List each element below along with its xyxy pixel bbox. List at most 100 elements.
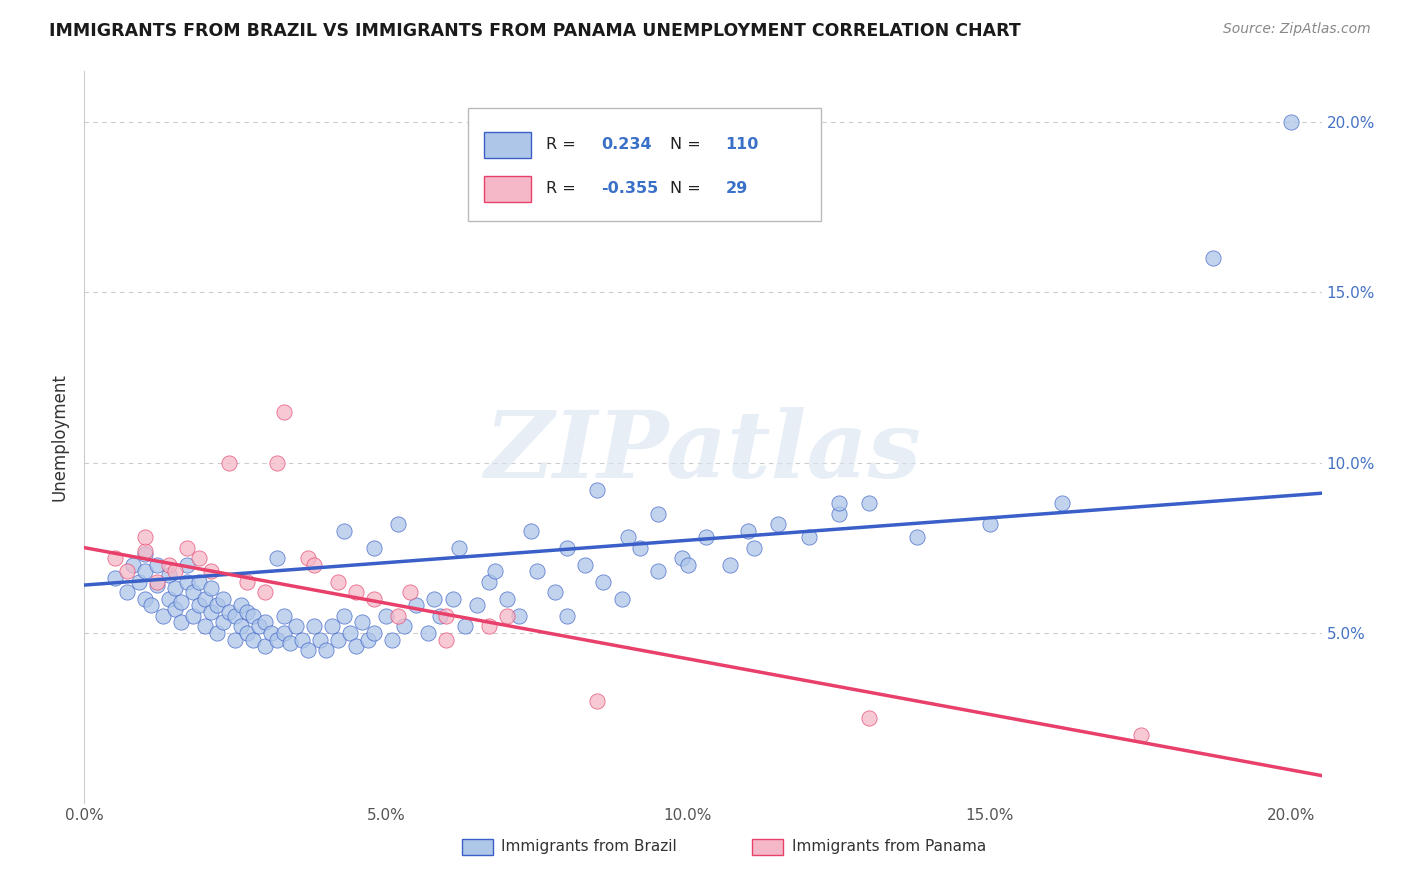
Point	[363, 591, 385, 606]
Text: N =: N =	[669, 137, 706, 152]
Point	[188, 599, 211, 613]
Point	[387, 516, 409, 531]
Point	[737, 524, 759, 538]
Point	[291, 632, 314, 647]
Point	[628, 541, 651, 555]
Point	[555, 541, 578, 555]
Point	[1129, 728, 1152, 742]
Point	[284, 619, 307, 633]
Point	[297, 550, 319, 565]
Point	[146, 578, 169, 592]
Point	[555, 608, 578, 623]
Text: ZIPatlas: ZIPatlas	[485, 407, 921, 497]
Point	[394, 619, 416, 633]
Point	[647, 565, 669, 579]
Point	[266, 456, 288, 470]
Point	[586, 483, 609, 497]
Point	[333, 524, 356, 538]
Point	[134, 548, 156, 562]
Point	[423, 591, 446, 606]
Point	[134, 591, 156, 606]
Point	[381, 632, 404, 647]
Point	[344, 585, 367, 599]
Point	[647, 507, 669, 521]
Point	[676, 558, 699, 572]
Text: -0.355: -0.355	[602, 181, 659, 196]
Point	[526, 565, 548, 579]
Point	[121, 558, 143, 572]
Point	[212, 615, 235, 630]
Point	[828, 507, 851, 521]
Point	[350, 615, 373, 630]
Point	[326, 632, 349, 647]
Point	[200, 582, 222, 596]
Point	[363, 541, 385, 555]
Point	[326, 574, 349, 589]
Text: Immigrants from Brazil: Immigrants from Brazil	[502, 839, 678, 855]
Point	[302, 558, 325, 572]
Point	[508, 608, 530, 623]
Point	[610, 591, 633, 606]
Point	[181, 585, 204, 599]
Point	[146, 574, 169, 589]
Point	[544, 585, 567, 599]
Point	[134, 544, 156, 558]
Point	[363, 625, 385, 640]
Point	[273, 625, 295, 640]
Point	[205, 625, 228, 640]
Point	[768, 516, 790, 531]
Point	[671, 550, 693, 565]
Point	[170, 595, 193, 609]
Point	[157, 558, 180, 572]
Text: 0.234: 0.234	[602, 137, 652, 152]
Point	[278, 636, 301, 650]
Point	[905, 531, 928, 545]
Point	[436, 632, 458, 647]
Point	[429, 608, 451, 623]
Point	[247, 619, 270, 633]
Point	[170, 615, 193, 630]
Point	[297, 642, 319, 657]
Point	[231, 599, 253, 613]
Point	[181, 608, 204, 623]
Point	[465, 599, 488, 613]
Y-axis label: Unemployment: Unemployment	[51, 373, 69, 501]
Point	[231, 619, 253, 633]
Point	[333, 608, 356, 623]
Point	[273, 608, 295, 623]
Point	[616, 531, 638, 545]
Point	[194, 591, 217, 606]
FancyBboxPatch shape	[468, 108, 821, 221]
Text: R =: R =	[546, 181, 581, 196]
Point	[447, 541, 470, 555]
Point	[1050, 496, 1073, 510]
Point	[188, 574, 211, 589]
Point	[254, 640, 277, 654]
Point	[357, 632, 380, 647]
Point	[495, 591, 517, 606]
Point	[858, 711, 880, 725]
Point	[266, 550, 288, 565]
Point	[200, 605, 222, 619]
Point	[157, 591, 180, 606]
Point	[495, 608, 517, 623]
Point	[115, 565, 138, 579]
Point	[858, 496, 880, 510]
Point	[399, 585, 422, 599]
FancyBboxPatch shape	[484, 176, 531, 202]
Point	[453, 619, 475, 633]
Point	[387, 608, 409, 623]
Text: 29: 29	[725, 181, 748, 196]
Point	[218, 605, 240, 619]
Point	[375, 608, 398, 623]
Point	[797, 531, 820, 545]
Point	[224, 632, 246, 647]
Point	[188, 550, 211, 565]
Point	[103, 550, 125, 565]
Point	[478, 619, 501, 633]
Point	[742, 541, 765, 555]
Point	[128, 574, 150, 589]
Point	[163, 565, 186, 579]
Text: N =: N =	[669, 181, 706, 196]
Point	[315, 642, 337, 657]
